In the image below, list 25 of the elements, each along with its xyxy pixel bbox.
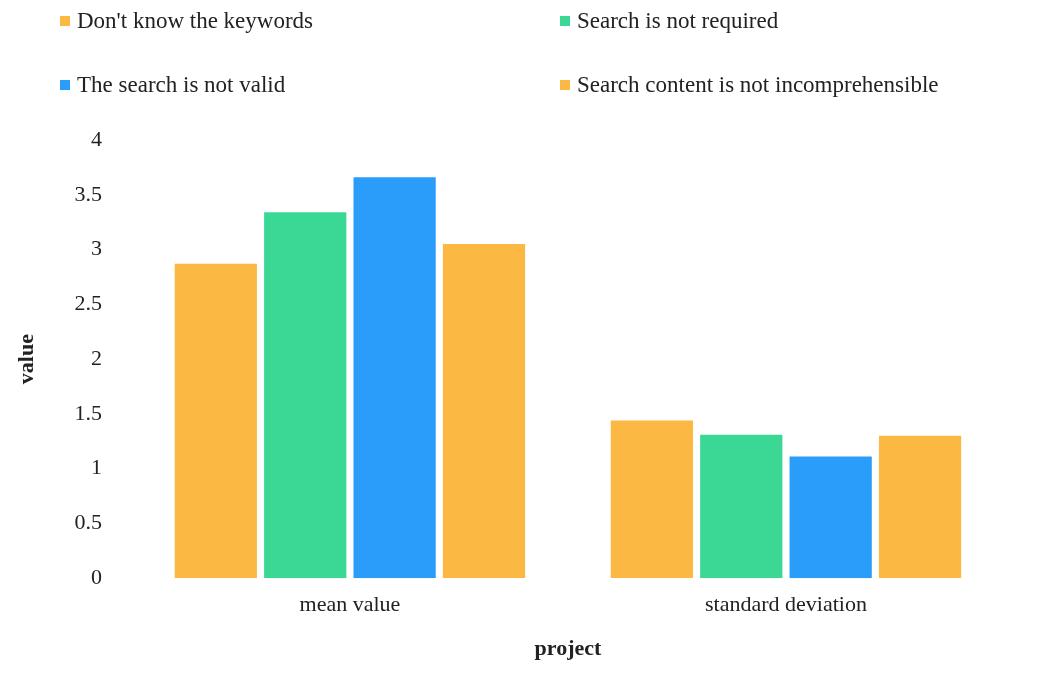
y-tick-label: 1 (90, 454, 102, 480)
legend-label: Search is not required (577, 8, 779, 34)
y-tick-label: 0.5 (74, 509, 102, 535)
y-tick-label: 3.5 (74, 180, 102, 206)
y-tick-label: 2 (90, 344, 102, 370)
x-tick-label: standard deviation (705, 591, 867, 617)
bar (700, 434, 783, 579)
y-tick-label: 4 (90, 125, 102, 151)
bar (353, 177, 436, 579)
legend-label: Don't know the keywords (77, 8, 314, 34)
y-tick-label: 3 (90, 235, 102, 261)
y-tick-label: 2.5 (74, 290, 102, 316)
legend-label: Search content is not incomprehensible (577, 72, 939, 98)
bar (610, 420, 694, 579)
bar (174, 263, 257, 579)
x-tick-label: mean value (299, 591, 401, 617)
y-tick-label: 0 (90, 563, 102, 589)
y-tick-label: 1.5 (74, 399, 102, 425)
bar (442, 244, 526, 579)
bar (264, 212, 347, 579)
bar (878, 435, 962, 579)
y-axis-title: value (12, 333, 38, 385)
bar (789, 456, 872, 579)
legend-label: The search is not valid (77, 72, 286, 98)
x-axis-title: project (534, 635, 603, 661)
